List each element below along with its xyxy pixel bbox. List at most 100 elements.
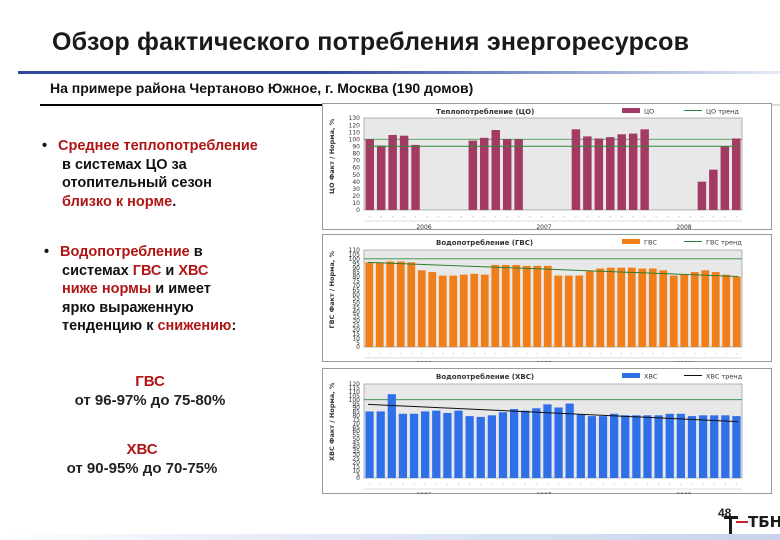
x-tick-label: - xyxy=(494,352,496,357)
kpi-hvs-text: от 90-95% до 70-75% xyxy=(66,460,218,477)
x-tick-label: - xyxy=(587,215,589,220)
bullet-line: ниже нормы и имеет xyxy=(62,281,211,297)
y-axis-label: ГВС Факт / Норма, % xyxy=(328,250,336,328)
bar xyxy=(480,274,489,347)
bar xyxy=(648,268,657,347)
x-tick-label: - xyxy=(379,352,381,357)
x-tick-label: - xyxy=(480,483,482,488)
bar xyxy=(386,261,395,347)
x-tick-label: - xyxy=(426,215,428,220)
bar xyxy=(375,262,384,347)
y-tick-label: 50 xyxy=(352,300,360,307)
bar xyxy=(398,413,408,478)
bar xyxy=(470,273,479,347)
bar xyxy=(606,267,615,347)
x-tick-label: - xyxy=(495,215,497,220)
bar xyxy=(465,416,474,478)
bar xyxy=(711,272,720,347)
y-tick-label: 5 xyxy=(356,471,360,478)
y-tick-label: 5 xyxy=(356,340,360,347)
y-tick-label: 0 xyxy=(356,344,360,351)
x-tick-label: - xyxy=(473,352,475,357)
y-tick-label: 85 xyxy=(352,269,360,276)
bar xyxy=(449,275,458,347)
x-tick-label: - xyxy=(599,352,601,357)
y-tick-label: 115 xyxy=(349,385,361,392)
x-tick-label: - xyxy=(667,215,669,220)
bar xyxy=(617,267,626,347)
bar xyxy=(365,262,374,347)
x-tick-label: - xyxy=(736,483,738,488)
y-tick-label: 75 xyxy=(352,416,360,423)
x-tick-label: - xyxy=(624,483,626,488)
y-axis-label: ЦО Факт / Норма, % xyxy=(328,118,336,194)
bullet-line: Водопотребление в xyxy=(60,244,203,260)
bullet-heat: • Среднее теплопотребление в системах ЦО… xyxy=(42,137,258,211)
logo-text: ТБН xyxy=(748,513,780,531)
x-tick-label: - xyxy=(636,483,638,488)
bar xyxy=(432,410,441,478)
x-tick-label: - xyxy=(369,215,371,220)
chart-hvs-svg: Водопотребление (ХВС) ХВС ХВС тренд ХВС Фак… xyxy=(322,368,772,499)
x-tick-label: - xyxy=(575,215,577,220)
bar xyxy=(487,415,496,478)
bar xyxy=(428,272,437,347)
y-tick-label: 55 xyxy=(352,296,360,303)
bar xyxy=(491,130,500,210)
bar xyxy=(587,416,597,478)
x-tick-label: - xyxy=(610,352,612,357)
x-tick-label: - xyxy=(713,215,715,220)
x-tick-label: - xyxy=(536,483,538,488)
bar xyxy=(476,416,485,478)
bullet-line: близко к норме. xyxy=(62,193,177,210)
bar xyxy=(522,265,531,347)
legend-trend-label: ГВС тренд xyxy=(706,239,742,247)
x-tick-label: - xyxy=(678,215,680,220)
bar xyxy=(687,416,697,478)
x-tick-label: - xyxy=(736,352,738,357)
y-tick-label: 20 xyxy=(352,193,360,200)
x-tick-label: - xyxy=(569,483,571,488)
x-tick-label: - xyxy=(564,215,566,220)
y-tick-label: 110 xyxy=(349,247,361,254)
x-tick-label: - xyxy=(421,352,423,357)
year-label: 2008 xyxy=(676,492,691,494)
bar xyxy=(407,262,416,347)
year-label: 2008 xyxy=(676,361,691,362)
bar xyxy=(680,274,689,347)
bar xyxy=(698,415,708,478)
x-tick-label: - xyxy=(694,352,696,357)
bar xyxy=(512,264,521,347)
bullet-line: Среднее теплопотребление xyxy=(58,138,258,154)
x-tick-label: - xyxy=(701,215,703,220)
x-tick-label: - xyxy=(438,215,440,220)
y-tick-label: 90 xyxy=(352,265,360,272)
bar xyxy=(521,410,530,478)
bar xyxy=(365,139,374,210)
y-tick-label: 20 xyxy=(352,327,360,334)
bar xyxy=(583,136,592,210)
legend-label: ГВС xyxy=(644,239,657,247)
x-tick-label: - xyxy=(669,483,671,488)
bar xyxy=(399,135,409,210)
bar xyxy=(459,274,468,347)
plot-area xyxy=(363,249,743,348)
bar xyxy=(514,139,523,210)
x-tick-label: - xyxy=(724,215,726,220)
x-tick-label: - xyxy=(691,483,693,488)
bar xyxy=(554,407,563,478)
y-tick-label: 75 xyxy=(352,278,360,285)
bar xyxy=(365,411,374,478)
bar xyxy=(676,413,685,478)
x-tick-label: - xyxy=(655,215,657,220)
x-tick-label: - xyxy=(598,215,600,220)
bar xyxy=(722,274,731,347)
year-label: 2007 xyxy=(536,361,551,362)
y-tick-label: 40 xyxy=(352,309,360,316)
bar xyxy=(532,408,541,478)
y-tick-label: 30 xyxy=(352,186,360,193)
x-tick-label: - xyxy=(442,352,444,357)
x-tick-label: - xyxy=(568,352,570,357)
x-tick-label: - xyxy=(483,215,485,220)
y-tick-label: 80 xyxy=(352,413,360,420)
